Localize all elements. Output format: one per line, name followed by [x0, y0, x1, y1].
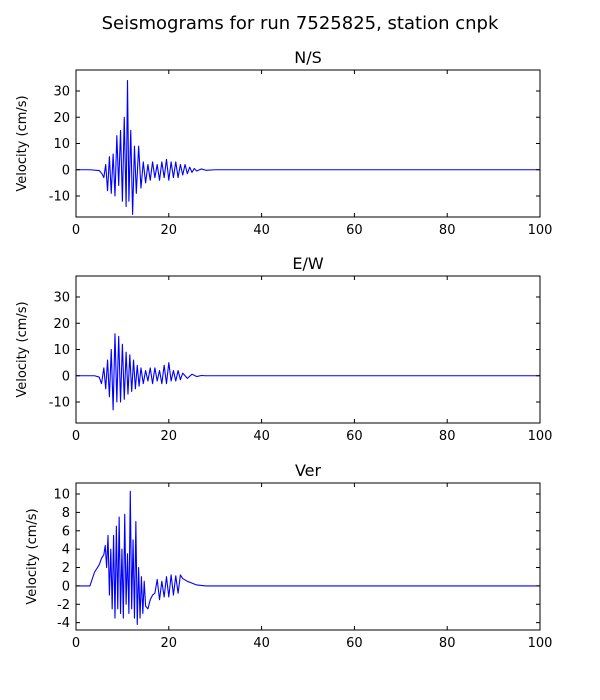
panel-1: 0 20 40 60 80 100 -10 0 10 20 30 E/W Velocity (cm/s) [15, 254, 552, 444]
axes-frame [75, 482, 541, 631]
y-tick-label: 6 [62, 524, 70, 539]
series-line [76, 333, 540, 411]
y-tick-label: 20 [53, 317, 70, 332]
y-tick-label: 30 [53, 85, 70, 100]
x-tick-label: 60 [346, 636, 363, 651]
x-tick-label: 100 [528, 636, 553, 651]
x-tick-label: 80 [439, 223, 456, 238]
x-tick-label: 20 [161, 636, 178, 651]
x-tick-label: 60 [346, 429, 363, 444]
panel-2: 0 20 40 60 80 100 -4 -2 0 2 4 6 8 10 Ver Velocity (cm/s… [25, 461, 552, 651]
x-tick-label: 0 [72, 223, 80, 238]
panel-title: N/S [294, 48, 322, 67]
x-tick-label: 40 [253, 429, 270, 444]
y-tick-label: 10 [53, 343, 70, 358]
x-tick-label: 100 [528, 429, 553, 444]
y-tick-label: -10 [49, 190, 70, 205]
y-tick-label: 0 [62, 163, 70, 178]
panel-0: 0 20 40 60 80 100 -10 0 10 20 30 N/S Velocity (cm/s) [15, 48, 552, 238]
y-tick-label: 4 [62, 543, 70, 558]
axes-frame [75, 69, 541, 218]
y-tick-label: 30 [53, 291, 70, 306]
y-tick-label: 10 [53, 137, 70, 152]
panel-title: Ver [295, 461, 322, 480]
axes-frame [75, 275, 541, 424]
x-tick-label: 40 [253, 636, 270, 651]
y-tick-label: -4 [57, 616, 70, 631]
y-tick-label: 0 [62, 579, 70, 594]
x-tick-label: 60 [346, 223, 363, 238]
series-line [76, 490, 540, 626]
y-axis-label: Velocity (cm/s) [15, 95, 30, 191]
x-tick-label: 0 [72, 636, 80, 651]
y-tick-label: 20 [53, 111, 70, 126]
y-tick-label: -2 [57, 598, 70, 613]
figure-title: Seismograms for run 7525825, station cnp… [102, 13, 499, 34]
x-tick-label: 80 [439, 429, 456, 444]
y-tick-label: 8 [62, 506, 70, 521]
y-tick-label: 2 [62, 561, 70, 576]
x-tick-label: 0 [72, 429, 80, 444]
x-tick-label: 100 [528, 223, 553, 238]
y-tick-label: 10 [53, 488, 70, 503]
panel-title: E/W [292, 254, 324, 273]
x-tick-label: 20 [161, 429, 178, 444]
y-tick-label: -10 [49, 396, 70, 411]
y-axis-label: Velocity (cm/s) [25, 508, 40, 604]
x-tick-label: 40 [253, 223, 270, 238]
y-axis-label: Velocity (cm/s) [15, 301, 30, 397]
x-tick-label: 80 [439, 636, 456, 651]
y-tick-label: 0 [62, 369, 70, 384]
x-tick-label: 20 [161, 223, 178, 238]
series-line [76, 79, 540, 215]
